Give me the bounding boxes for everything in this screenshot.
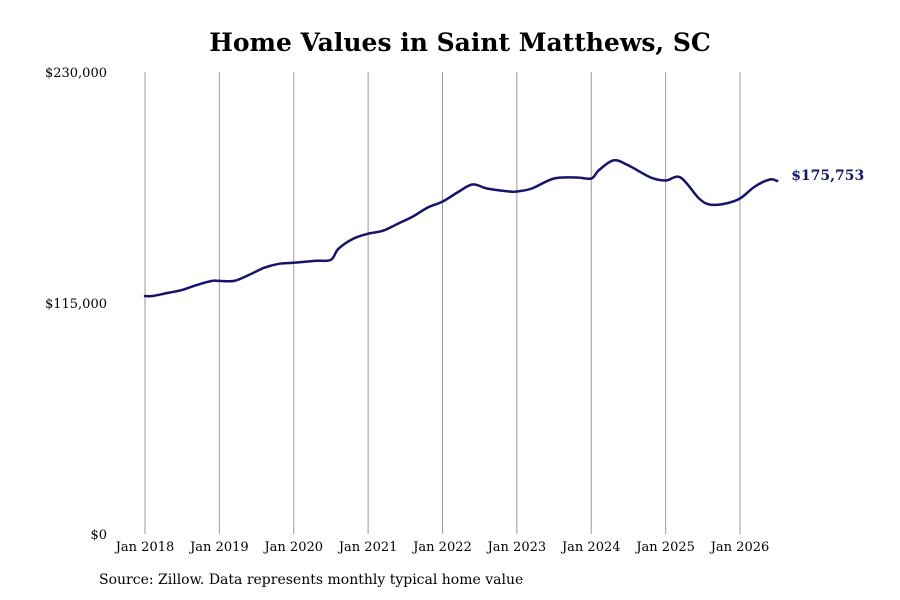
end-value-label: $175,753 [791, 168, 864, 184]
y-axis: $0 $115,000 $230,000 [45, 66, 107, 543]
gridlines [144, 72, 741, 534]
x-tick-label: Jan 2026 [709, 540, 770, 555]
x-axis: Jan 2018 Jan 2019 Jan 2020 Jan 2021 Jan 2022… [114, 540, 770, 555]
y-tick-label: $115,000 [45, 297, 107, 312]
x-tick-label: Jan 2020 [262, 540, 323, 555]
x-tick-label: Jan 2022 [411, 540, 472, 555]
x-tick-label: Jan 2019 [188, 540, 249, 555]
x-tick-label: Jan 2021 [337, 540, 398, 555]
x-tick-label: Jan 2025 [634, 540, 695, 555]
series-layer [143, 158, 779, 298]
y-tick-label: $230,000 [45, 66, 107, 81]
x-tick-label: Jan 2023 [486, 540, 547, 555]
x-tick-label: Jan 2024 [560, 540, 621, 555]
x-tick-label: Jan 2018 [114, 540, 175, 555]
series-line [143, 158, 779, 298]
y-tick-label: $0 [90, 528, 107, 543]
chart-title: Home Values in Saint Matthews, SC [209, 28, 711, 57]
source-note: Source: Zillow. Data represents monthly … [99, 572, 524, 588]
